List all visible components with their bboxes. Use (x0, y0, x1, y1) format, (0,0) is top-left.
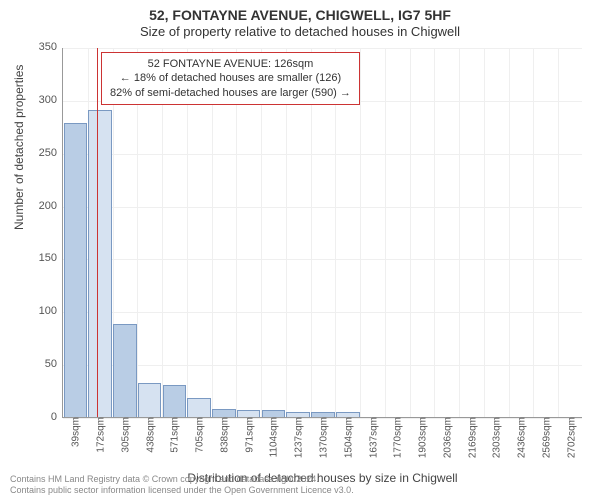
legend-line2: ← 18% of detached houses are smaller (12… (110, 71, 351, 85)
x-tick: 172sqm (94, 417, 107, 453)
x-tick: 305sqm (118, 417, 131, 453)
x-tick: 1770sqm (391, 417, 404, 458)
bar (336, 412, 360, 417)
x-tick: 2569sqm (539, 417, 552, 458)
x-tick: 39sqm (69, 417, 82, 447)
y-tick: 200 (39, 200, 63, 212)
bar (286, 412, 310, 417)
y-tick: 300 (39, 94, 63, 106)
x-tick: 571sqm (168, 417, 181, 453)
x-tick: 1504sqm (341, 417, 354, 458)
x-tick: 1637sqm (366, 417, 379, 458)
legend-box: 52 FONTAYNE AVENUE: 126sqm ← 18% of deta… (101, 52, 360, 105)
y-tick: 50 (45, 358, 63, 370)
y-tick: 100 (39, 305, 63, 317)
y-axis-label: Number of detached properties (12, 65, 26, 230)
page-title: 52, FONTAYNE AVENUE, CHIGWELL, IG7 5HF (0, 0, 600, 24)
bar (138, 383, 162, 417)
footer-line2: Contains public sector information licen… (10, 485, 354, 496)
y-tick: 150 (39, 252, 63, 264)
chart-area: 050100150200250300350 39sqm172sqm305sqm4… (62, 48, 582, 418)
x-tick: 2702sqm (564, 417, 577, 458)
x-tick: 1237sqm (292, 417, 305, 458)
footer-line1: Contains HM Land Registry data © Crown c… (10, 474, 354, 485)
figure-root: 52, FONTAYNE AVENUE, CHIGWELL, IG7 5HF S… (0, 0, 600, 500)
legend-line3: 82% of semi-detached houses are larger (… (110, 86, 351, 100)
x-tick: 838sqm (217, 417, 230, 453)
x-tick: 2303sqm (490, 417, 503, 458)
x-tick: 438sqm (143, 417, 156, 453)
bar (311, 412, 335, 417)
bar (88, 110, 112, 417)
bar (187, 398, 211, 417)
plot-region: 050100150200250300350 39sqm172sqm305sqm4… (62, 48, 582, 418)
property-marker-line (97, 48, 98, 417)
legend-line1: 52 FONTAYNE AVENUE: 126sqm (110, 57, 351, 71)
x-tick: 2436sqm (515, 417, 528, 458)
bar (163, 385, 187, 417)
x-tick: 1903sqm (416, 417, 429, 458)
bar (262, 410, 286, 417)
x-tick: 971sqm (242, 417, 255, 453)
y-tick: 0 (51, 411, 63, 423)
bar (237, 410, 261, 417)
y-tick: 250 (39, 147, 63, 159)
x-tick: 705sqm (193, 417, 206, 453)
x-tick: 2169sqm (465, 417, 478, 458)
x-tick: 1104sqm (267, 417, 280, 457)
bar (212, 409, 236, 417)
footer: Contains HM Land Registry data © Crown c… (10, 474, 354, 496)
bar (113, 324, 137, 417)
x-tick: 2036sqm (440, 417, 453, 458)
page-subtitle: Size of property relative to detached ho… (0, 24, 600, 45)
bar (64, 123, 88, 417)
x-tick: 1370sqm (317, 417, 330, 458)
